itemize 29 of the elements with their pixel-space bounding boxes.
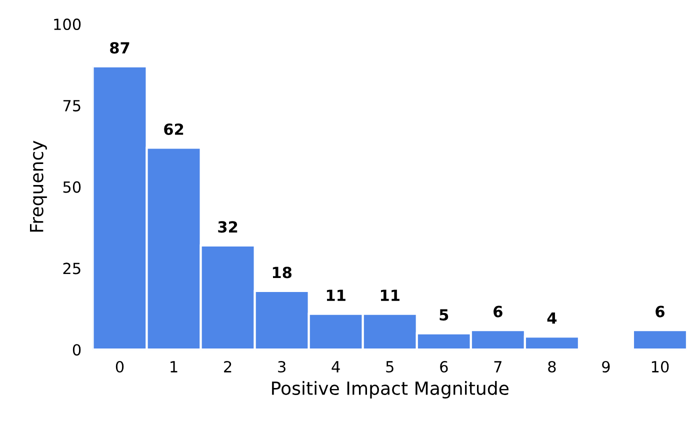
x-tick-label: 0 — [116, 360, 124, 373]
x-tick-label: 2 — [224, 360, 232, 372]
data-label: 62 — [164, 123, 184, 136]
x-tick-label: 8 — [548, 360, 556, 373]
x-tick-label: 3 — [278, 360, 286, 373]
data-label: 6 — [656, 306, 664, 318]
data-label: 5 — [440, 309, 448, 321]
x-tick-label: 9 — [602, 360, 610, 373]
x-axis-title: Positive Impact Magnitude — [272, 381, 508, 399]
x-tick-label: 10 — [652, 360, 669, 373]
x-tick-label: 1 — [170, 361, 178, 372]
x-tick-label: 4 — [332, 361, 340, 372]
x-tick-label: 5 — [386, 361, 394, 373]
y-tick-label: 100 — [54, 18, 81, 30]
y-tick-label: 25 — [63, 262, 80, 274]
y-tick-label: 75 — [63, 100, 80, 112]
x-tick-label: 7 — [494, 361, 502, 372]
y-axis-title: Frequency — [30, 140, 47, 232]
data-label: 18 — [272, 266, 292, 278]
data-label: 11 — [380, 290, 400, 301]
x-tick-label: 6 — [440, 360, 448, 373]
bar — [632, 329, 687, 350]
data-label: 11 — [326, 290, 346, 301]
data-label: 6 — [494, 306, 502, 318]
data-label: 87 — [110, 42, 130, 54]
data-label: 4 — [547, 312, 557, 324]
y-tick-label: 50 — [63, 181, 81, 193]
data-label: 32 — [218, 221, 238, 233]
y-tick-label: 0 — [72, 344, 81, 356]
